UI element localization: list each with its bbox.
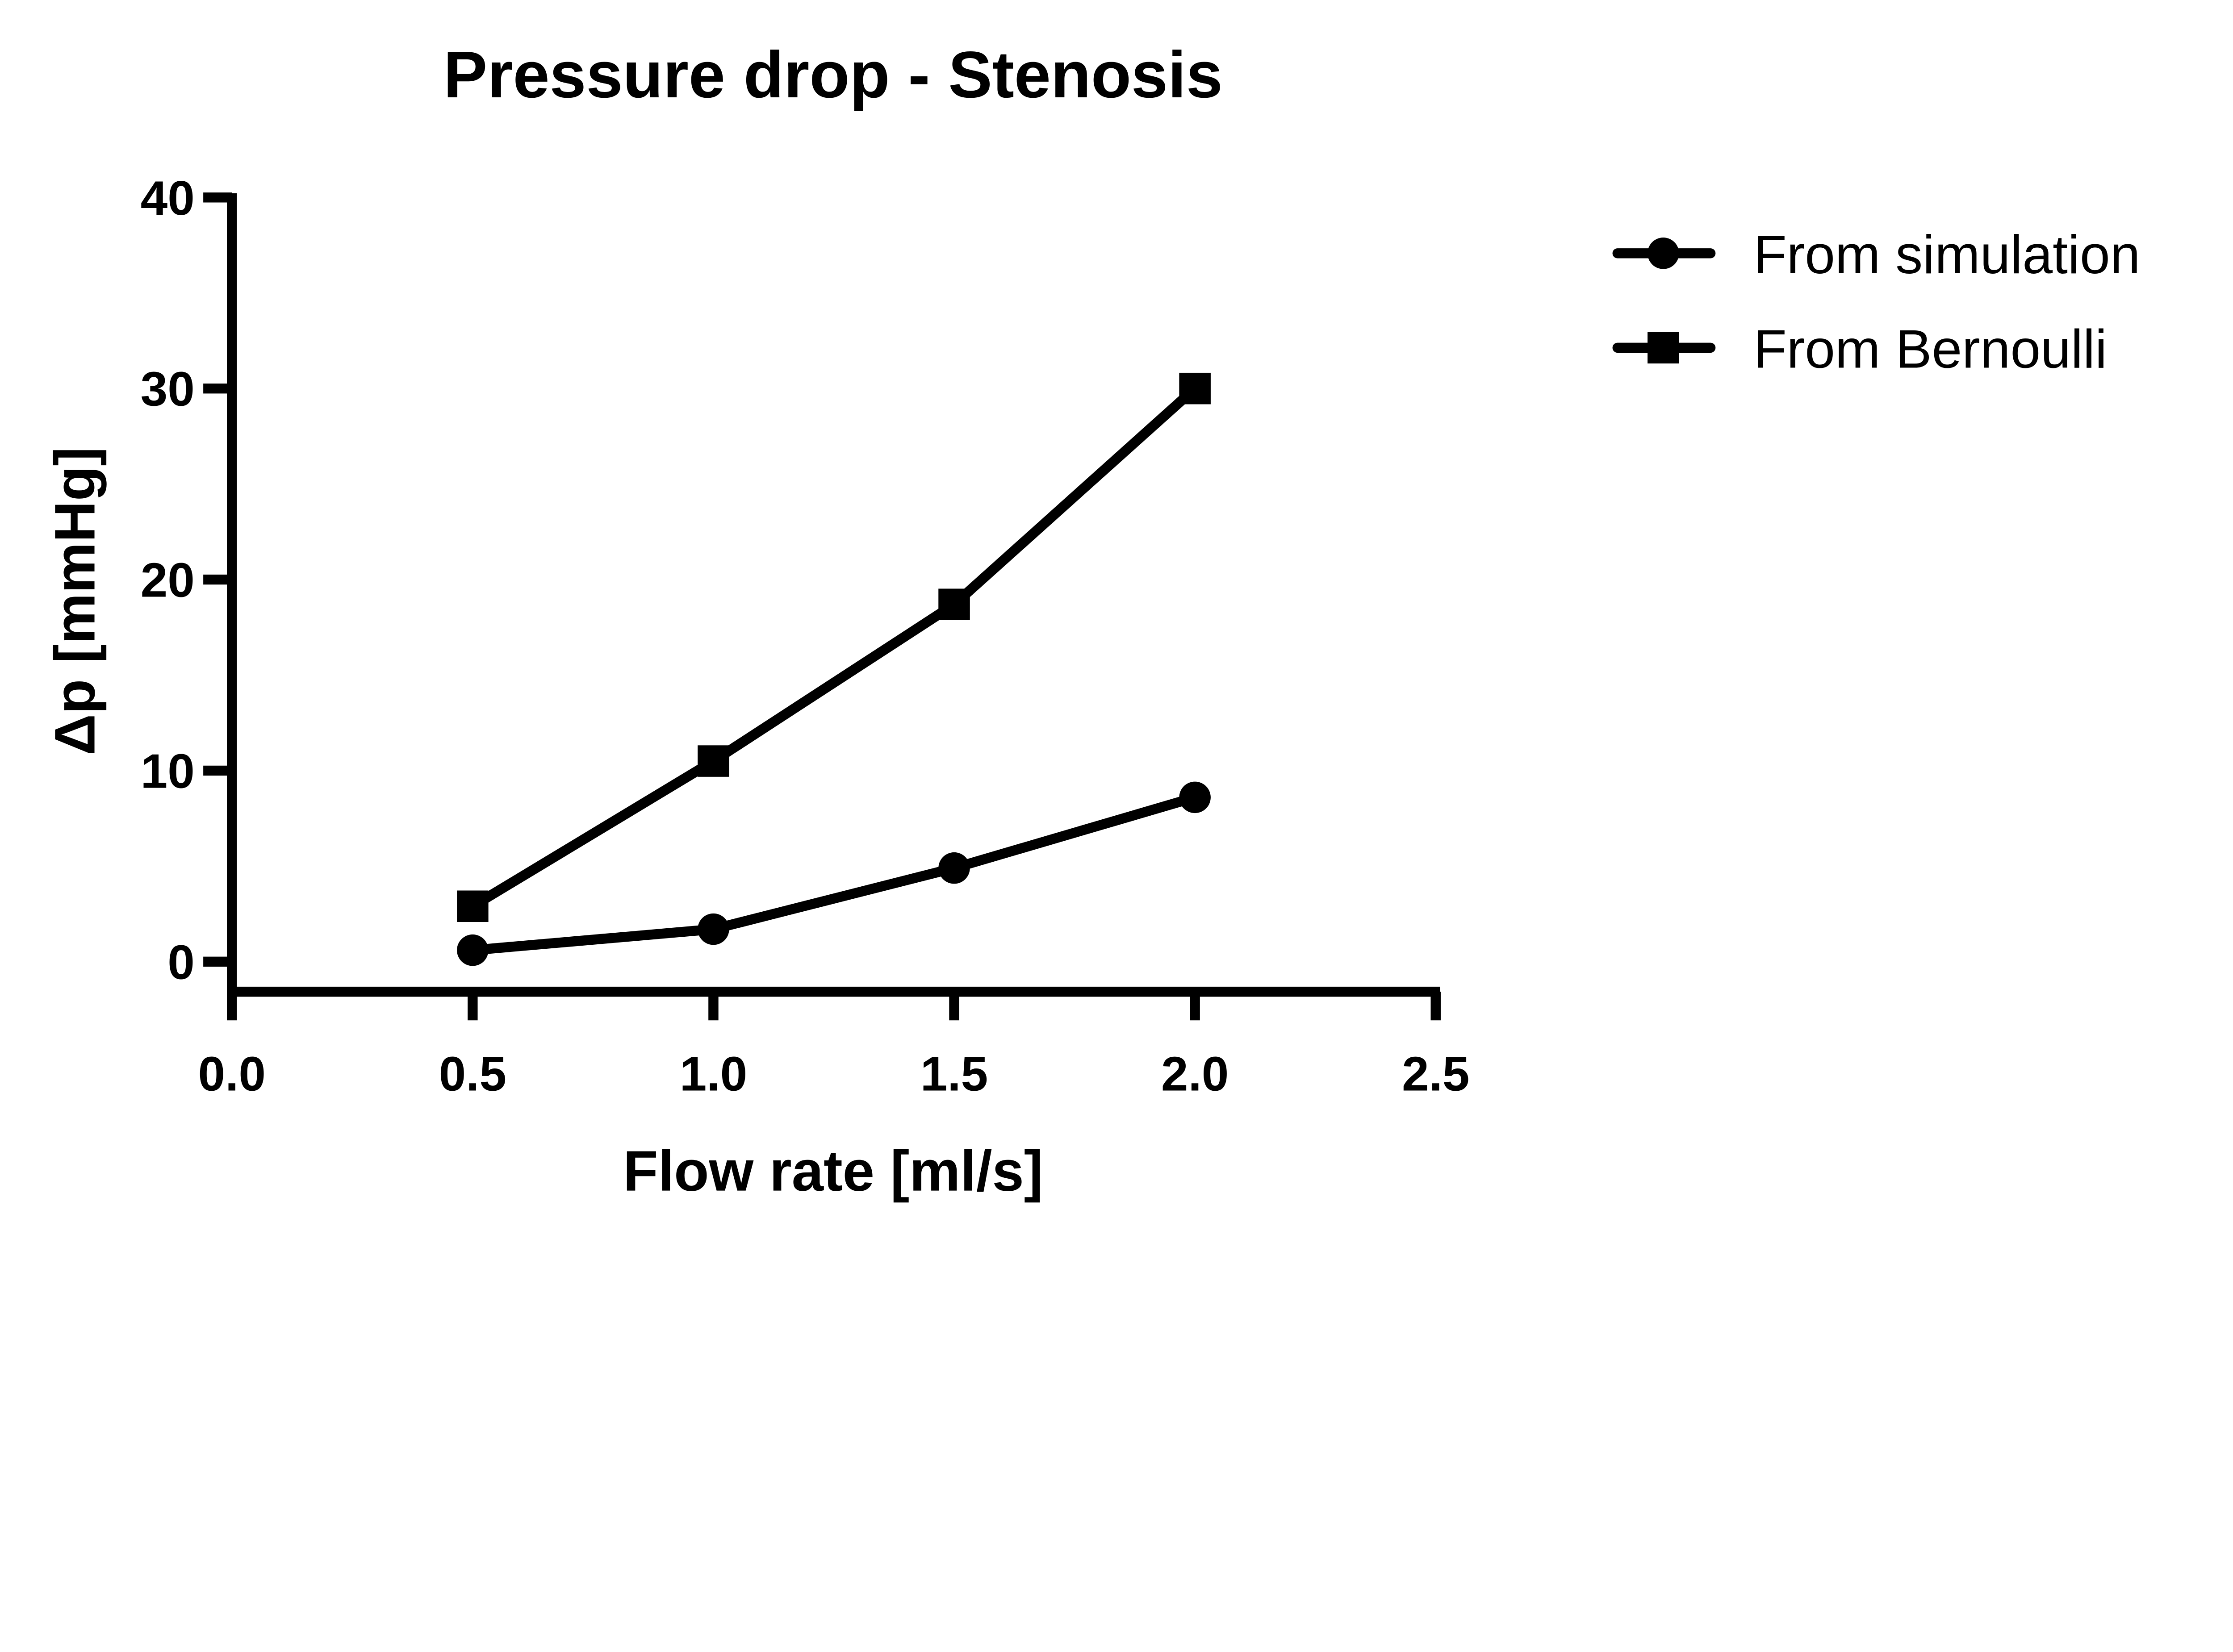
legend-marker-circle-icon [1648,238,1679,269]
series-circle [457,781,1211,966]
y-tick-label: 30 [141,362,195,417]
data-point [457,890,489,922]
data-point [1179,781,1211,813]
y-tick-label: 0 [167,935,195,989]
x-axis-label: Flow rate [ml/s] [623,1139,1043,1203]
data-point [698,745,729,777]
legend-marker-square-icon [1648,332,1679,364]
x-tick-label: 2.0 [1161,1047,1229,1101]
legend-item: From Bernoulli [1612,319,2107,380]
series-line [470,384,1199,911]
x-tick-label: 1.0 [680,1047,747,1101]
y-tick-label: 20 [141,553,195,608]
axes: 0 10 20 30 40 0.0 0.5 1.0 1.5 2.0 2.5 [141,171,1470,1101]
chart: Pressure drop - Stenosis 0 10 20 30 40 0.0 0.5… [43,38,2141,1203]
y-axis-label: Δp [mmHg] [43,447,107,755]
x-tick-label: 2.5 [1402,1047,1469,1101]
series-group [457,372,1211,966]
data-point [457,934,489,966]
legend: From simulation From Bernoulli [1612,224,2140,380]
legend-label: From simulation [1753,224,2140,285]
legend-label: From Bernoulli [1753,319,2107,380]
x-tick-label: 1.5 [920,1047,988,1101]
data-point [1179,372,1211,405]
y-tick-label: 40 [141,171,195,225]
x-tick-label: 0.5 [439,1047,506,1101]
data-point [938,852,970,884]
x-tick-label: 0.0 [198,1047,265,1101]
chart-title: Pressure drop - Stenosis [443,38,1223,112]
data-point [698,913,729,945]
series-square [457,372,1211,922]
series-line [472,793,1196,955]
data-point [938,588,970,620]
y-tick-label: 10 [141,744,195,798]
legend-item: From simulation [1612,224,2140,285]
